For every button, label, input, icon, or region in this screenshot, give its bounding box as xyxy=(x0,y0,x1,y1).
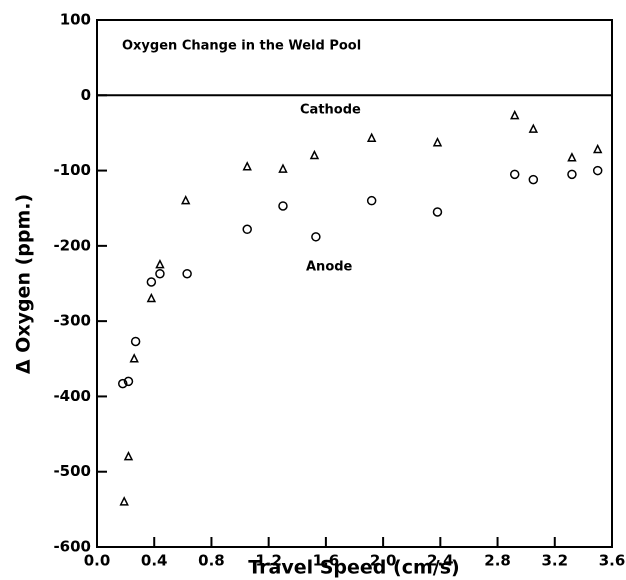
cathode-point xyxy=(592,143,603,154)
x-tick-label: 0.0 xyxy=(84,552,111,570)
cathode-point xyxy=(146,292,157,303)
anode-point xyxy=(366,195,377,206)
cathode-point xyxy=(366,132,377,142)
y-tick-label: -300 xyxy=(53,312,91,330)
anode-point xyxy=(130,336,141,347)
x-tick-label: 0.4 xyxy=(141,552,168,570)
anode-point xyxy=(432,207,443,217)
y-axis-label: Δ Oxygen (ppm.) xyxy=(13,194,35,374)
cathode-point xyxy=(242,161,252,171)
anode-point xyxy=(155,268,165,279)
cathode-point xyxy=(528,123,539,133)
x-tick-label: 2.8 xyxy=(484,552,511,570)
plot-frame xyxy=(96,19,613,548)
x-tick-label: 3.2 xyxy=(541,552,568,570)
anode-point xyxy=(509,169,520,180)
cathode-point xyxy=(309,149,320,160)
cathode-point xyxy=(155,259,165,269)
x-axis-label: Travel Speed (cm/s) xyxy=(248,557,459,579)
cathode-point xyxy=(119,496,129,506)
anode-point xyxy=(528,174,539,185)
chart-title: Oxygen Change in the Weld Pool xyxy=(122,39,361,54)
x-tick-label: 1.6 xyxy=(313,552,340,570)
y-tick-label: -400 xyxy=(53,387,91,405)
anode-point xyxy=(123,376,134,387)
y-tick-label: -600 xyxy=(53,538,91,556)
y-tick-label: 100 xyxy=(60,11,91,29)
series-annotation: Anode xyxy=(306,260,353,275)
anode-point xyxy=(278,201,288,211)
anode-point xyxy=(146,277,157,287)
cathode-point xyxy=(510,109,520,120)
cathode-point xyxy=(123,450,134,461)
series-annotation: Cathode xyxy=(300,103,361,118)
x-tick-label: 1.2 xyxy=(255,552,282,570)
anode-point xyxy=(242,224,252,235)
x-tick-label: 2.0 xyxy=(370,552,397,570)
anode-point xyxy=(592,165,603,176)
anode-point xyxy=(118,378,128,389)
x-tick-label: 2.4 xyxy=(427,552,454,570)
y-tick-label: 0 xyxy=(81,86,91,104)
y-tick-label: -500 xyxy=(53,462,91,480)
cathode-point xyxy=(180,195,191,205)
y-tick-label: -100 xyxy=(53,161,91,179)
anode-point xyxy=(567,169,577,180)
y-tick-label: -200 xyxy=(53,236,91,254)
x-tick-label: 3.6 xyxy=(599,552,626,570)
cathode-point xyxy=(567,152,577,162)
cathode-point xyxy=(432,137,443,147)
cathode-point xyxy=(278,163,288,173)
anode-point xyxy=(311,232,321,242)
anode-point xyxy=(182,268,192,279)
cathode-point xyxy=(129,353,139,363)
x-tick-label: 0.8 xyxy=(198,552,225,570)
